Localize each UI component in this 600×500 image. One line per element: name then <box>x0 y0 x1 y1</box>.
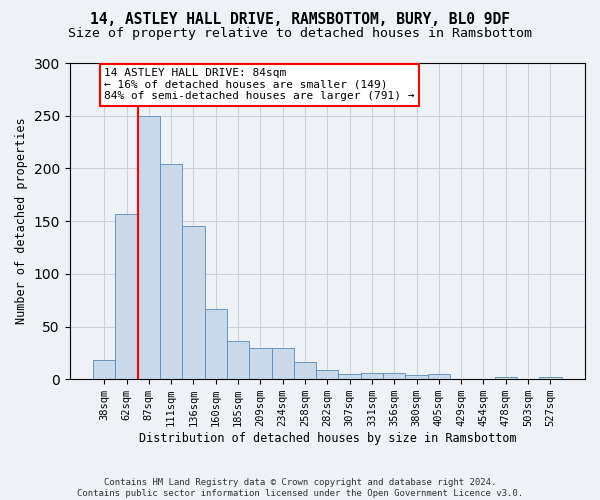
X-axis label: Distribution of detached houses by size in Ramsbottom: Distribution of detached houses by size … <box>139 432 516 445</box>
Bar <box>361 373 383 379</box>
Text: 14 ASTLEY HALL DRIVE: 84sqm
← 16% of detached houses are smaller (149)
84% of se: 14 ASTLEY HALL DRIVE: 84sqm ← 16% of det… <box>104 68 415 102</box>
Bar <box>227 342 249 379</box>
Bar <box>428 374 450 379</box>
Bar <box>294 362 316 379</box>
Bar <box>160 164 182 379</box>
Bar <box>93 360 115 379</box>
Bar <box>406 375 428 379</box>
Bar <box>494 377 517 379</box>
Bar <box>338 374 361 379</box>
Bar <box>272 348 294 379</box>
Bar <box>539 377 562 379</box>
Text: 14, ASTLEY HALL DRIVE, RAMSBOTTOM, BURY, BL0 9DF: 14, ASTLEY HALL DRIVE, RAMSBOTTOM, BURY,… <box>90 12 510 28</box>
Text: Contains HM Land Registry data © Crown copyright and database right 2024.
Contai: Contains HM Land Registry data © Crown c… <box>77 478 523 498</box>
Bar <box>137 116 160 379</box>
Text: Size of property relative to detached houses in Ramsbottom: Size of property relative to detached ho… <box>68 28 532 40</box>
Y-axis label: Number of detached properties: Number of detached properties <box>15 118 28 324</box>
Bar <box>383 373 406 379</box>
Bar <box>316 370 338 379</box>
Bar <box>205 308 227 379</box>
Bar <box>115 214 137 379</box>
Bar <box>249 348 272 379</box>
Bar <box>182 226 205 379</box>
